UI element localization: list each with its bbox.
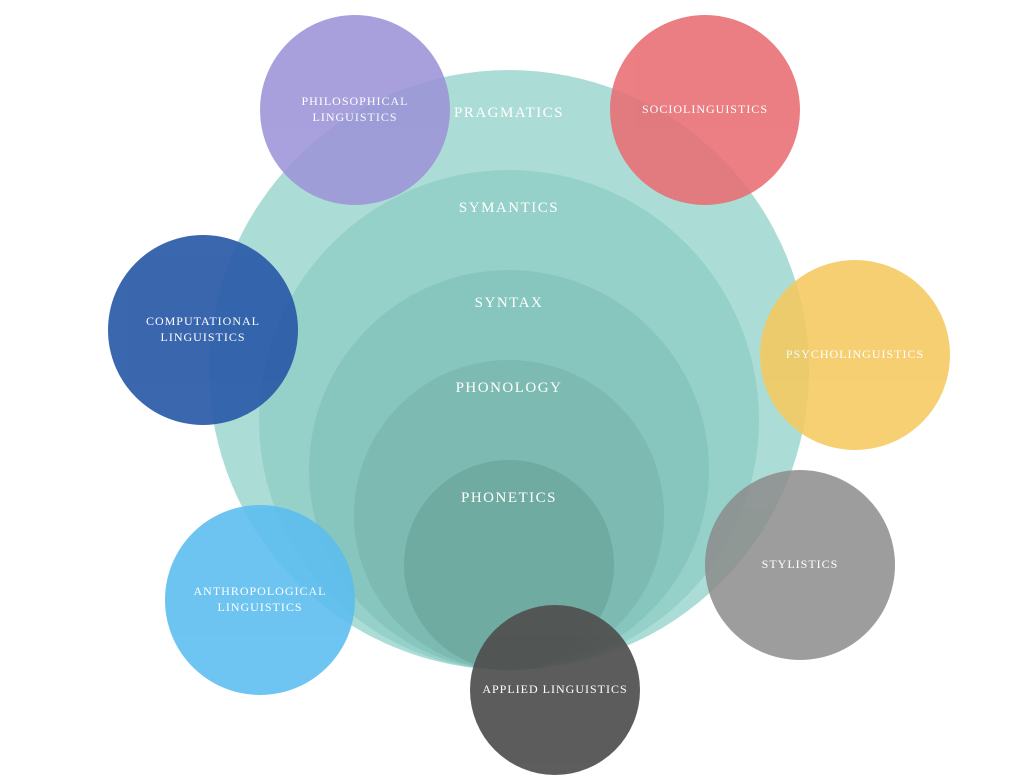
satellite-circle-0: PHILOSOPHICAL LINGUISTICS — [260, 15, 450, 205]
satellite-label-2: COMPUTATIONAL LINGUISTICS — [108, 314, 298, 345]
nested-ring-label-4: PHONETICS — [409, 490, 609, 507]
satellite-circle-4: ANTHROPOLOGICAL LINGUISTICS — [165, 505, 355, 695]
nested-ring-label-1: SYMANTICS — [409, 200, 609, 217]
satellite-label-0: PHILOSOPHICAL LINGUISTICS — [260, 94, 450, 125]
satellite-label-1: SOCIOLINGUISTICS — [632, 102, 778, 118]
satellite-circle-1: SOCIOLINGUISTICS — [610, 15, 800, 205]
satellite-label-5: STYLISTICS — [752, 557, 849, 573]
satellite-circle-6: APPLIED LINGUISTICS — [470, 605, 640, 775]
satellite-circle-5: STYLISTICS — [705, 470, 895, 660]
nested-ring-label-2: SYNTAX — [409, 295, 609, 312]
satellite-label-6: APPLIED LINGUISTICS — [472, 682, 637, 698]
satellite-label-3: PSYCHOLINGUISTICS — [776, 347, 934, 363]
satellite-label-4: ANTHROPOLOGICAL LINGUISTICS — [165, 584, 355, 615]
satellite-circle-2: COMPUTATIONAL LINGUISTICS — [108, 235, 298, 425]
nested-ring-label-3: PHONOLOGY — [409, 380, 609, 397]
satellite-circle-3: PSYCHOLINGUISTICS — [760, 260, 950, 450]
